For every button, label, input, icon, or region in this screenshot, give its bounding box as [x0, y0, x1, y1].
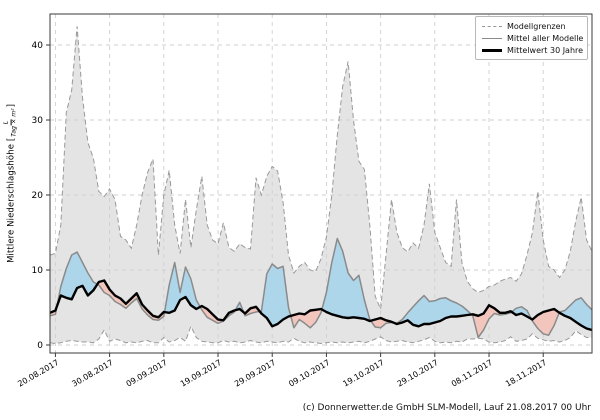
y-axis-label-text: Mittlere Niederschlagshöhe [ [6, 137, 17, 263]
copyright-footer: (c) Donnerwetter.de GmbH SLM-Modell, Lau… [302, 403, 591, 413]
x-tick-label: 29.10.2017 [396, 358, 440, 389]
black-line-icon [482, 48, 502, 52]
x-tick-label: 08.11.2017 [450, 358, 494, 389]
y-tick-label: 20 [32, 191, 44, 201]
legend-item-model-bounds: Modellgrenzen [482, 21, 581, 31]
x-tick-label: 09.09.2017 [125, 358, 169, 389]
x-tick-label: 19.09.2017 [179, 358, 223, 389]
legend: Modellgrenzen Mittel aller Modelle Mitte… [475, 16, 588, 60]
thirty-year-mean-line [49, 279, 593, 332]
y-axis-unit-fraction: L Tag × m² [3, 108, 19, 137]
unit-denominator: Tag × m² [10, 108, 18, 137]
x-tick-label: 18.11.2017 [504, 358, 548, 389]
above-normal-fill [50, 238, 592, 330]
y-axis-label-suffix: ] [6, 103, 17, 108]
plot-border [49, 13, 593, 354]
y-tick-label: 30 [32, 116, 44, 126]
model-range-band [50, 26, 592, 344]
x-tick-label: 20.08.2017 [16, 358, 60, 389]
model-mean-line [49, 237, 593, 339]
gray-line-icon [482, 37, 502, 39]
legend-label: Mittelwert 30 Jahre [507, 45, 584, 55]
y-tick-label: 40 [32, 41, 44, 51]
x-tick-label: 19.10.2017 [341, 358, 385, 389]
x-tick-label: 29.09.2017 [233, 358, 277, 389]
legend-label: Modellgrenzen [507, 21, 566, 31]
legend-item-30y-mean: Mittelwert 30 Jahre [482, 45, 584, 55]
lower-bound-line [49, 325, 592, 345]
y-axis-label: Mittlere Niederschlagshöhe [L Tag × m²] [3, 33, 19, 333]
legend-item-model-mean: Mittel aller Modelle [482, 33, 584, 43]
y-tick-label: 10 [32, 266, 44, 276]
x-tick-label: 30.08.2017 [70, 358, 114, 389]
upper-bound-line [49, 26, 593, 310]
y-tick-label: 0 [37, 341, 43, 351]
legend-label: Mittel aller Modelle [507, 33, 584, 43]
dashed-line-icon [482, 25, 502, 27]
x-tick-label: 09.10.2017 [287, 358, 331, 389]
